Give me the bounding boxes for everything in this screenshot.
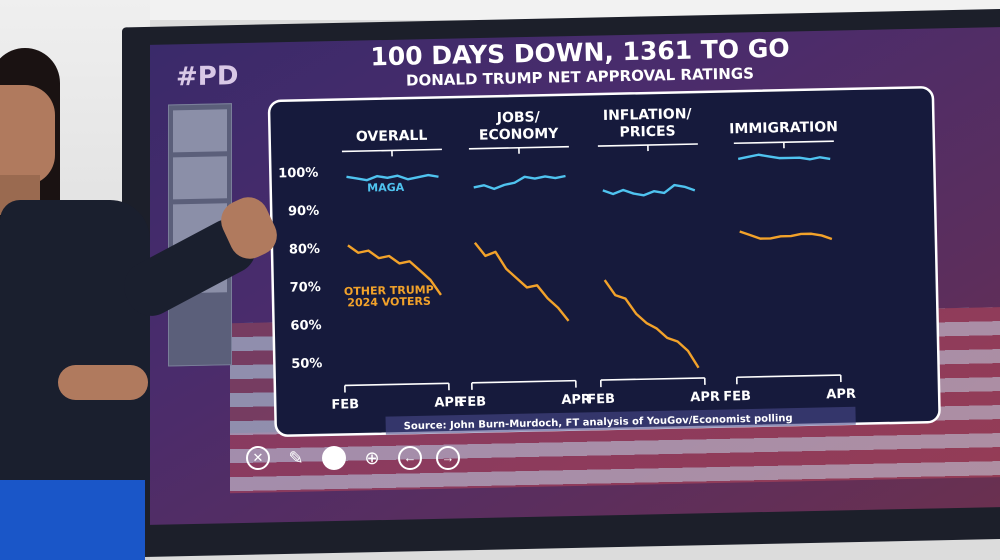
screen-toolbar: ✕ ✎ ⊕ ← → [246, 446, 476, 482]
x-axis-line [344, 382, 449, 387]
presenter-hand-lower [58, 365, 148, 400]
x-tick-label: FEB [331, 397, 359, 413]
series-line-maga [346, 173, 439, 182]
y-tick-label: 80% [289, 242, 320, 258]
thumbnail [173, 109, 227, 153]
y-tick-label: 100% [278, 166, 318, 182]
zoom-icon[interactable]: ⊕ [364, 448, 380, 468]
channel-logo: #PD [176, 61, 239, 93]
panel-title: ECONOMY [479, 126, 560, 144]
series-line-maga [473, 174, 566, 191]
thumbnail [173, 156, 227, 200]
x-tick-label: APR [826, 387, 856, 403]
x-axis-line [600, 377, 705, 381]
x-tick-label: FEB [458, 395, 486, 411]
x-tick-label: FEB [587, 392, 615, 408]
y-tick-label: 60% [290, 318, 321, 334]
series-label-other: OTHER TRUMP [344, 283, 434, 298]
y-tick-label: 90% [288, 204, 319, 220]
back-arrow-icon[interactable]: ← [398, 446, 422, 470]
y-tick-label: 70% [290, 280, 321, 296]
x-tick-label: APR [690, 390, 720, 406]
x-tick-label: FEB [723, 389, 751, 405]
series-line-other [473, 241, 570, 322]
x-tick-label: APR [561, 392, 591, 408]
close-icon[interactable]: ✕ [246, 446, 270, 470]
forward-arrow-icon[interactable]: → [436, 446, 460, 470]
series-line-other [603, 279, 700, 369]
series-line-maga [602, 183, 696, 197]
series-line-other [739, 230, 833, 241]
panel-title-rule [597, 143, 698, 147]
panel-title: JOBS/ [496, 109, 541, 126]
pen-icon[interactable]: ✎ [288, 448, 304, 468]
panel-title: INFLATION/ [603, 106, 693, 124]
presenter-face [0, 85, 55, 185]
presenter-pants [0, 480, 145, 560]
series-line-maga [737, 153, 831, 161]
circle-tool-icon[interactable] [322, 446, 346, 470]
y-tick-label: 50% [291, 356, 322, 372]
x-tick-label: APR [434, 395, 464, 411]
x-axis-line [471, 379, 576, 384]
presenter-torso [0, 200, 150, 490]
x-axis-line [736, 374, 841, 379]
series-label-maga: MAGA [367, 181, 405, 195]
series-line-other [347, 244, 442, 296]
source-strip [385, 406, 856, 435]
panel-title: IMMIGRATION [729, 119, 838, 137]
panel-title: OVERALL [356, 128, 428, 145]
series-label-other: 2024 VOTERS [347, 295, 431, 310]
panel-title: PRICES [619, 123, 675, 140]
